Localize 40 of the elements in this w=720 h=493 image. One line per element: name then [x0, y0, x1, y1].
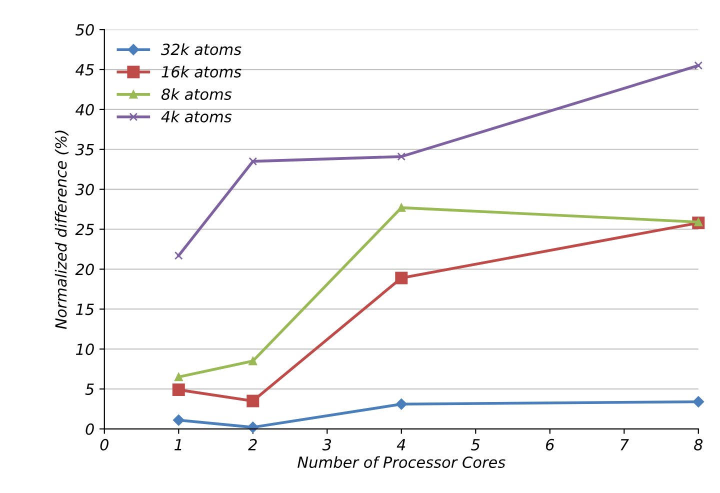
legend-label: 16k atoms [162, 66, 242, 78]
y-tick-label: 10 [76, 344, 94, 356]
x-tick-label: 0 [100, 438, 108, 450]
y-tick-label: 25 [75, 224, 94, 236]
point [248, 356, 258, 366]
x-axis-title: Number of Processor Cores [298, 456, 506, 468]
x-tick-label: 1 [174, 439, 182, 450]
y-tick-label: 30 [75, 184, 94, 196]
y-tick-label: 20 [75, 264, 94, 276]
point [397, 152, 406, 161]
point [247, 422, 259, 433]
y-tick-label: 50 [76, 24, 94, 36]
legend-label: 8k atoms [161, 88, 232, 100]
x-tick-label: 8 [694, 438, 703, 450]
x-tick-label: 4 [396, 439, 406, 450]
x-tick-label: 2 [248, 438, 257, 450]
y-axis-title: Normalized difference (%) [54, 130, 69, 329]
legend-label: 4k atoms [161, 110, 232, 122]
x-tick-label: 7 [620, 439, 629, 450]
y-tick-label: 5 [85, 384, 94, 395]
y-tick-label: 15 [76, 304, 94, 316]
y-tick-label: 35 [75, 144, 94, 156]
point [692, 396, 704, 408]
point [173, 414, 184, 426]
legend-label: 32k atoms [160, 43, 242, 56]
x-tick-label: 3 [322, 438, 332, 450]
y-tick-label: 0 [86, 423, 94, 435]
x-tick-label: 6 [546, 438, 554, 450]
y-tick-label: 45 [76, 64, 94, 76]
y-tick-label: 40 [76, 104, 94, 116]
point [246, 394, 260, 408]
point [694, 61, 703, 70]
point [248, 157, 258, 166]
point [174, 372, 183, 382]
point [396, 398, 408, 410]
x-tick-label: 5 [471, 439, 480, 450]
point [395, 272, 408, 284]
point [174, 251, 183, 260]
point [397, 204, 406, 212]
point [172, 384, 185, 396]
